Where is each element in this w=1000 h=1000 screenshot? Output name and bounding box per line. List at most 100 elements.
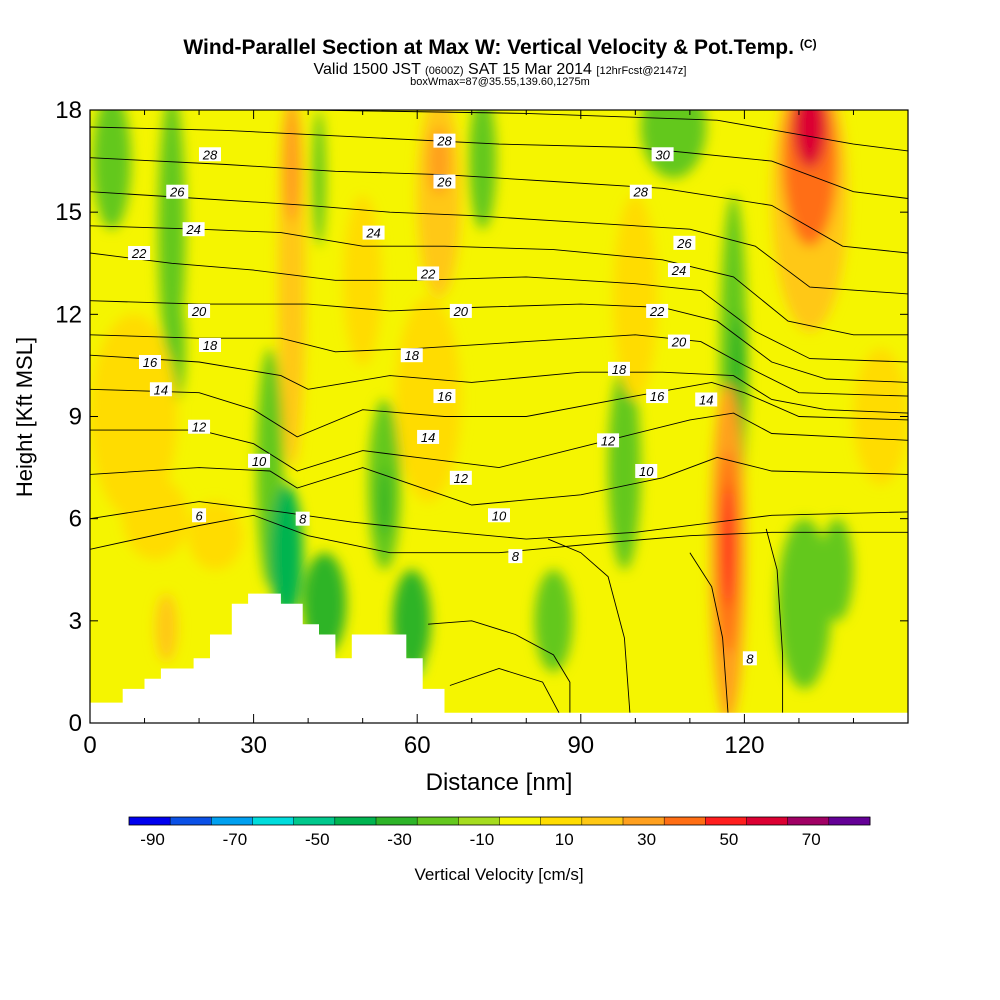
contour-label-text: 20 bbox=[453, 304, 469, 319]
contour-label-text: 18 bbox=[405, 348, 420, 363]
contour-label-bg bbox=[188, 419, 211, 434]
colorbar-swatch bbox=[499, 817, 542, 825]
contour-label: 26 bbox=[166, 184, 189, 200]
contour-label: 22 bbox=[128, 246, 151, 261]
contour-label-text: 10 bbox=[252, 454, 267, 469]
contour-label: 20 bbox=[449, 303, 472, 319]
terrain-mask bbox=[90, 593, 908, 723]
y-axis: 0 3 6 9 12 15 18 bbox=[55, 97, 908, 737]
contour-label: 10 bbox=[635, 463, 658, 479]
contour-label-bg bbox=[667, 334, 690, 349]
contour-label-bg bbox=[433, 174, 456, 189]
contour-label: 26 bbox=[673, 235, 696, 251]
isentrope-lines bbox=[90, 110, 908, 554]
low-level-contour bbox=[765, 528, 784, 713]
contour-label-bg bbox=[508, 549, 523, 564]
colorbar-swatch bbox=[664, 817, 706, 825]
contour-label-text: 12 bbox=[454, 471, 469, 486]
contour-label-text: 26 bbox=[676, 236, 692, 251]
plot-area: 28 26 24 22 20 18 16 14 12 10 6 8 28 26 24 22 20 18 16 14 12… bbox=[89, 109, 909, 724]
contour-label-text: 8 bbox=[299, 512, 307, 527]
velocity-cell bbox=[122, 477, 189, 560]
contour-label-text: 22 bbox=[420, 266, 436, 281]
isentrope-line bbox=[90, 225, 908, 336]
contour-label-text: 14 bbox=[421, 430, 435, 445]
chart-title: Wind-Parallel Section at Max W: Vertical… bbox=[0, 36, 1000, 60]
colorbar-swatch bbox=[170, 817, 212, 825]
velocity-cell bbox=[722, 484, 734, 608]
contour-label-text: 22 bbox=[649, 304, 665, 319]
contour-label-bg bbox=[138, 355, 161, 370]
contour-label-text: 20 bbox=[191, 304, 207, 319]
colorbar: -90 -70 -50 -30 -10 10 30 50 70 bbox=[128, 816, 871, 849]
colorbar-label: Vertical Velocity [cm/s] bbox=[414, 865, 583, 884]
y-axis-label: Height [Kft MSL] bbox=[12, 337, 37, 497]
contour-label-bg bbox=[188, 303, 211, 318]
contour-label: 26 bbox=[433, 174, 456, 190]
contour-label: 22 bbox=[646, 303, 669, 319]
contour-label-bg bbox=[362, 225, 385, 240]
contour-label-bg bbox=[417, 266, 440, 281]
contour-label-text: 12 bbox=[192, 420, 207, 435]
colorbar-tick-label: -50 bbox=[305, 830, 330, 849]
contour-label-text: 24 bbox=[365, 226, 380, 241]
contour-label-bg bbox=[192, 508, 207, 523]
contour-label: 22 bbox=[417, 266, 440, 281]
contour-label-text: 22 bbox=[131, 246, 147, 261]
box-info: boxWmax=87@35.55,139.60,1275m bbox=[410, 76, 590, 88]
contour-label-bg bbox=[295, 511, 310, 526]
colorbar-tick-label: 50 bbox=[719, 830, 738, 849]
contour-label-bg bbox=[607, 361, 630, 376]
contour-label-bg bbox=[433, 389, 456, 404]
velocity-cell bbox=[379, 467, 390, 536]
isentrope-line bbox=[90, 126, 908, 199]
contour-label: 16 bbox=[646, 389, 669, 404]
contour-label: 14 bbox=[417, 429, 440, 445]
contour-label-text: 8 bbox=[746, 651, 754, 666]
x-tick-label: 90 bbox=[567, 732, 594, 759]
contour-label-text: 24 bbox=[185, 222, 200, 237]
contour-label: 24 bbox=[362, 225, 385, 241]
contour-label: 12 bbox=[449, 470, 472, 486]
velocity-cell bbox=[155, 593, 178, 662]
colorbar-swatch bbox=[828, 817, 871, 825]
colorbar-swatch bbox=[540, 817, 583, 825]
colorbar-swatch bbox=[376, 817, 418, 825]
contour-label-bg bbox=[166, 184, 189, 199]
velocity-cell bbox=[793, 110, 827, 168]
velocity-cell bbox=[853, 348, 908, 485]
contour-label-text: 14 bbox=[699, 392, 713, 407]
valid-utc: (0600Z) bbox=[425, 65, 464, 77]
contour-label-bg bbox=[667, 263, 690, 278]
contour-label: 16 bbox=[138, 355, 161, 370]
contour-label-text: 12 bbox=[601, 433, 616, 448]
contour-label: 12 bbox=[188, 419, 211, 435]
colorbar-swatch bbox=[787, 817, 830, 825]
contour-label-text: 28 bbox=[633, 185, 649, 200]
contour-label-text: 24 bbox=[671, 263, 686, 278]
contour-label-bg bbox=[149, 382, 172, 397]
x-tick-label: 120 bbox=[724, 732, 764, 759]
isentrope-line bbox=[90, 501, 908, 540]
isentrope-line bbox=[90, 334, 908, 397]
colorbar-tick-label: 10 bbox=[555, 830, 574, 849]
colorbar-swatch bbox=[746, 817, 789, 825]
contour-label-text: 14 bbox=[154, 382, 168, 397]
contour-label: 24 bbox=[667, 263, 690, 278]
contour-label: 12 bbox=[597, 433, 620, 448]
contour-label: 28 bbox=[198, 147, 221, 162]
valid-prefix: Valid 1500 JST bbox=[313, 61, 421, 78]
valid-forecast: [12hrFcst@2147z] bbox=[596, 65, 687, 77]
isentrope-line bbox=[90, 300, 908, 383]
colorbar-swatch bbox=[293, 817, 336, 825]
isentrope-line bbox=[90, 157, 908, 254]
isentrope-line bbox=[90, 456, 908, 506]
contour-label-text: 6 bbox=[195, 508, 203, 523]
y-tick-label: 6 bbox=[69, 506, 82, 533]
y-tick-label: 0 bbox=[69, 710, 82, 737]
low-level-contour bbox=[689, 552, 729, 713]
contour-label-bg bbox=[597, 433, 620, 448]
contour-label-bg bbox=[182, 222, 205, 237]
valid-date: SAT 15 Mar 2014 bbox=[468, 61, 592, 78]
chart-subtitle: Valid 1500 JST (0600Z) SAT 15 Mar 2014 [… bbox=[0, 61, 1000, 79]
